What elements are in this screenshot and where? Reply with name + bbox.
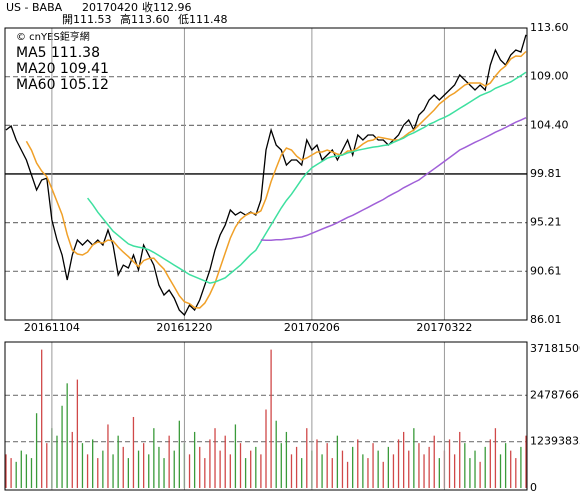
close-price: 收112.96 bbox=[142, 0, 192, 14]
legend-entry: MA20 109.41 bbox=[16, 61, 109, 77]
watermark: © cnYES鉅亨網 bbox=[16, 30, 90, 43]
y-tick-label: 90.61 bbox=[530, 264, 562, 277]
symbol: US - BABA bbox=[6, 1, 63, 14]
x-tick-label: 20161220 bbox=[156, 321, 212, 334]
y-tick-label: 24787667 bbox=[530, 388, 580, 401]
y-tick-label: 0 bbox=[530, 481, 537, 494]
y-tick-label: 86.01 bbox=[530, 313, 562, 326]
date: 20170420 bbox=[82, 1, 138, 14]
legend-entry: MA5 111.38 bbox=[16, 45, 100, 61]
plot-frame bbox=[4, 27, 528, 321]
x-tick-label: 20170322 bbox=[416, 321, 472, 334]
legend-entry: MA60 105.12 bbox=[16, 77, 109, 93]
x-tick-label: 20161104 bbox=[24, 321, 80, 334]
price-line bbox=[25, 50, 527, 309]
y-tick-label: 99.81 bbox=[530, 167, 562, 180]
y-tick-label: 12393833 bbox=[530, 435, 580, 448]
plot-frame bbox=[4, 341, 528, 491]
y-tick-label: 104.40 bbox=[530, 118, 569, 131]
y-tick-label: 113.60 bbox=[530, 21, 569, 34]
price-line bbox=[87, 71, 527, 284]
x-tick-label: 20170206 bbox=[284, 321, 340, 334]
low-price: 低111.48 bbox=[178, 13, 228, 26]
y-tick-label: 37181500 bbox=[530, 342, 580, 355]
y-tick-label: 95.21 bbox=[530, 216, 562, 229]
high-price: 高113.60 bbox=[120, 12, 170, 26]
price-line bbox=[260, 117, 527, 241]
open-price: 開111.53 bbox=[62, 13, 112, 26]
y-tick-label: 109.00 bbox=[530, 70, 569, 83]
